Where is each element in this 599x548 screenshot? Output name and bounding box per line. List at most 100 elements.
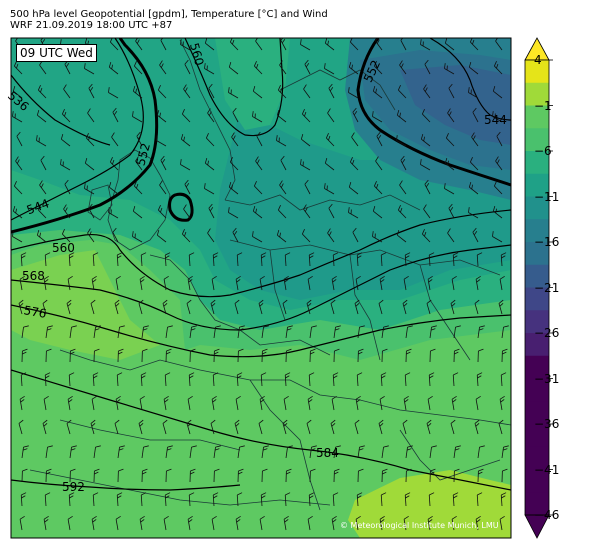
wind-barb: [501, 325, 509, 339]
wind-barb: [332, 252, 339, 267]
wind-barb: [402, 419, 408, 435]
contour-label: 560: [187, 41, 206, 67]
wind-barb: [184, 179, 191, 195]
wind-barb: [212, 492, 219, 507]
wind-barb: [92, 492, 99, 507]
wind-barb: [285, 468, 292, 483]
wind-barb: [67, 395, 73, 411]
wind-barb: [20, 372, 27, 387]
wind-barb: [448, 203, 455, 219]
wind-barb: [309, 468, 316, 483]
wind-barb: [15, 156, 23, 171]
wind-barb: [348, 207, 359, 219]
colorbar-band: [525, 196, 549, 220]
wind-barb: [376, 131, 383, 147]
wind-barb: [477, 325, 485, 339]
wind-barb: [327, 228, 335, 243]
wind-barb: [348, 181, 359, 195]
wind-barb: [380, 492, 387, 507]
colorbar-band: [525, 151, 549, 175]
wind-barb: [475, 275, 481, 291]
wind-barb: [304, 59, 311, 75]
wind-barb: [63, 84, 71, 99]
colorbar-tick-label: −46: [534, 508, 560, 522]
wind-barb: [164, 252, 171, 267]
wind-barb: [283, 515, 289, 531]
wind-barb: [396, 109, 407, 123]
wind-barb: [420, 159, 431, 171]
wind-barb: [332, 372, 339, 387]
wind-barb: [133, 181, 143, 195]
wind-barb: [162, 419, 168, 435]
wind-barb: [495, 156, 503, 171]
wind-barb: [277, 85, 287, 99]
wind-barb: [165, 468, 172, 483]
wind-barb: [188, 492, 195, 507]
wind-barb: [475, 515, 481, 531]
wind-barb: [308, 372, 315, 387]
wind-barb: [402, 299, 408, 315]
wind-barb: [472, 107, 479, 123]
wind-barb: [61, 229, 71, 243]
wind-barb: [205, 133, 215, 147]
wind-barb: [44, 372, 51, 387]
wind-barb: [476, 492, 483, 507]
wind-barb: [187, 275, 193, 291]
wind-barb: [68, 492, 75, 507]
wind-barb: [444, 63, 455, 75]
wind-barb: [237, 468, 244, 483]
wind-barb: [258, 299, 264, 315]
wind-barb: [427, 395, 433, 411]
colorbar-band: [525, 287, 549, 311]
wind-barb: [453, 325, 461, 339]
wind-barb: [69, 468, 76, 483]
wind-barb: [208, 83, 215, 99]
contour-584: [11, 369, 511, 491]
colorbar-bands: [525, 60, 549, 516]
wind-barb: [492, 111, 503, 123]
wind-barb: [211, 395, 217, 411]
wind-barb: [397, 205, 407, 219]
wind-barb: [498, 419, 504, 435]
wind-barb: [66, 299, 72, 315]
wind-barb: [423, 204, 431, 219]
wind-barb: [186, 299, 192, 315]
wind-barb: [379, 515, 385, 531]
wind-barb: [156, 229, 167, 243]
wind-barb: [60, 133, 71, 147]
wind-barb: [420, 133, 431, 147]
wind-barb: [234, 299, 240, 315]
wind-barb: [309, 325, 317, 339]
wind-barb: [180, 159, 191, 171]
wind-barb: [232, 227, 239, 243]
wind-barb: [381, 445, 389, 459]
wind-barb: [69, 445, 77, 459]
wind-barb: [451, 395, 457, 411]
colorbar-band: [525, 105, 549, 129]
wind-barb: [253, 61, 263, 75]
colorbar-tick-label: −11: [534, 189, 560, 204]
wind-barb: [117, 325, 125, 339]
wind-barb: [396, 229, 407, 243]
wind-barb: [277, 205, 287, 219]
colorbar-band: [525, 128, 549, 152]
wind-barb: [348, 87, 359, 99]
wind-barb: [282, 299, 288, 315]
wind-barb: [180, 39, 191, 51]
colorbar-tick-label: −41: [534, 462, 560, 477]
wind-barb: [204, 183, 215, 195]
wind-barb: [405, 445, 413, 459]
wind-barb: [404, 252, 411, 267]
wind-barb: [213, 325, 221, 339]
wind-barb: [261, 445, 269, 459]
wind-barb: [378, 419, 384, 435]
wind-barbs: [12, 38, 509, 531]
contour-label: 560: [52, 241, 75, 255]
wind-barb: [84, 183, 95, 195]
wind-barb: [309, 348, 316, 363]
wind-barb: [45, 445, 53, 459]
wind-barb: [235, 515, 241, 531]
wind-barb: [429, 468, 436, 483]
wind-barb: [372, 231, 383, 243]
wind-barb: [162, 299, 168, 315]
